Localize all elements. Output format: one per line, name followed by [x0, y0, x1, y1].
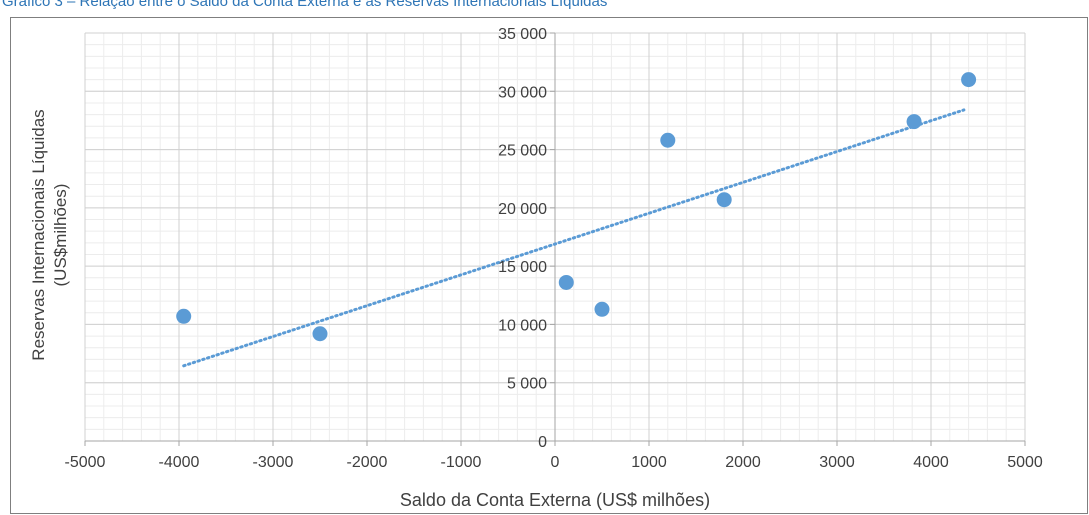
axes	[84, 32, 1026, 446]
y-axis-label: Reservas Internacionais Líquidas (US$mil…	[28, 109, 72, 360]
trendline-group	[182, 108, 966, 368]
x-tick-label: -5000	[65, 454, 106, 471]
data-points	[176, 72, 977, 342]
chart-frame	[10, 17, 1088, 514]
figure-title: Gráfico 3 – Relação entre o Saldo da Con…	[2, 0, 608, 10]
x-tick-label: -2000	[347, 454, 388, 471]
y-axis-label-line-1: Reservas Internacionais Líquidas	[29, 109, 48, 361]
data-point	[660, 132, 676, 148]
trendline	[182, 108, 966, 368]
y-tick-label: 10 000	[498, 317, 547, 334]
y-tick-label: 15 000	[498, 259, 547, 276]
x-tick-label: -3000	[253, 454, 294, 471]
x-tick-label: -4000	[159, 454, 200, 471]
x-tick-label: 2000	[725, 454, 761, 471]
y-tick-label: 35 000	[498, 26, 547, 43]
x-tick-label: 1000	[631, 454, 667, 471]
y-tick-label: 0	[538, 434, 547, 451]
x-tick-label: 0	[551, 454, 560, 471]
data-point	[961, 72, 977, 88]
y-tick-label: 20 000	[498, 201, 547, 218]
x-tick-labels: -5000 -4000 -3000 -2000 -1000 0 1000 2000 3000 40…	[65, 454, 1043, 471]
data-point	[558, 274, 574, 290]
data-point	[716, 192, 732, 208]
x-tick-label: 4000	[913, 454, 949, 471]
x-tick-label: 5000	[1007, 454, 1043, 471]
data-point	[906, 114, 922, 130]
y-tick-labels: 0 5 000 10 000 15 000 20 000 25 000 30 000 35 0…	[498, 26, 547, 451]
y-tick-label: 5 000	[507, 376, 547, 393]
x-tick-label: -1000	[441, 454, 482, 471]
x-axis-label: Saldo da Conta Externa (US$ milhões)	[399, 490, 711, 510]
data-point	[176, 308, 192, 324]
y-tick-label: 25 000	[498, 143, 547, 160]
y-axis-label-line-2: (US$milhões)	[51, 183, 70, 287]
x-tick-label: 3000	[819, 454, 855, 471]
y-tick-label: 30 000	[498, 84, 547, 101]
data-point	[312, 326, 328, 342]
data-point	[594, 301, 610, 317]
